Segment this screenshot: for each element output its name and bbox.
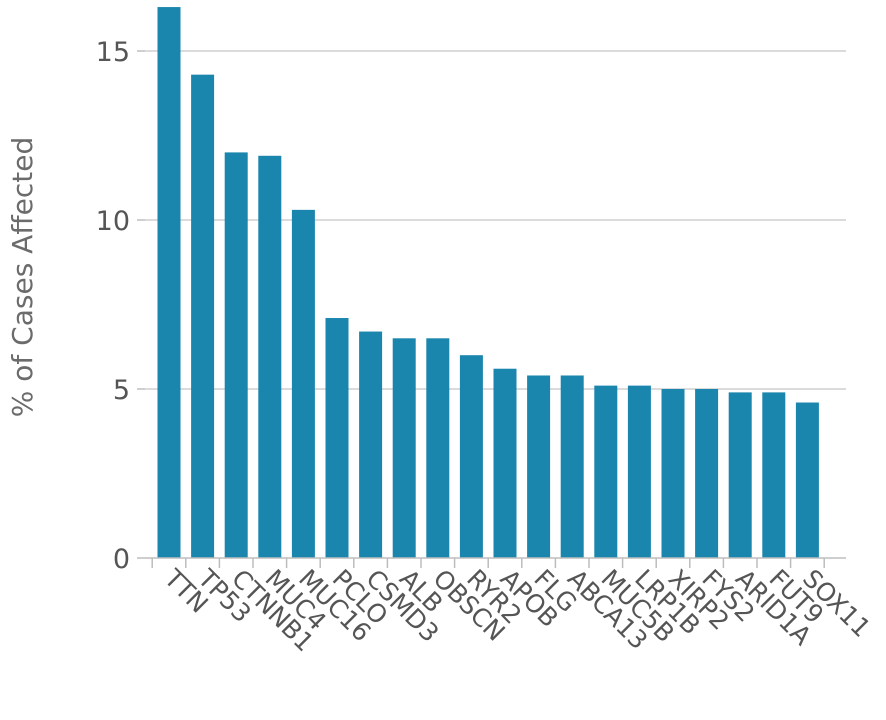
y-tick-label: 0 [113, 544, 130, 575]
axes [137, 50, 846, 568]
bar-alb [392, 338, 416, 558]
bars [157, 7, 819, 559]
bar-muc16 [291, 209, 315, 559]
bar-muc5b [594, 385, 618, 558]
bar-pclo [325, 318, 349, 558]
bar-ttn [157, 7, 181, 559]
tick-labels: 051015TTNTP53CTNNB1MUC4MUC16PCLOCSMD3ALB… [96, 37, 877, 657]
y-axis-label: % of Cases Affected [6, 137, 39, 417]
bar-lrp1b [627, 385, 651, 558]
bar-fys2 [695, 389, 719, 558]
y-tick-label: 10 [96, 206, 130, 237]
gridlines [145, 50, 846, 390]
bar-muc4 [258, 155, 282, 558]
bar-obscn [426, 338, 450, 558]
y-tick-label: 5 [113, 375, 130, 406]
bar-arid1a [728, 392, 752, 558]
bar-apob [493, 368, 517, 558]
bar-flg [527, 375, 551, 558]
bar-ryr2 [459, 355, 483, 558]
bar-abca13 [560, 375, 584, 558]
y-tick-label: 15 [96, 37, 130, 68]
bar-tp53 [191, 74, 215, 558]
bar-ctnnb1 [224, 152, 248, 558]
bar-xirp2 [661, 389, 685, 558]
bar-fut9 [762, 392, 786, 558]
bar-csmd3 [359, 331, 383, 558]
bar-sox11 [795, 402, 819, 558]
